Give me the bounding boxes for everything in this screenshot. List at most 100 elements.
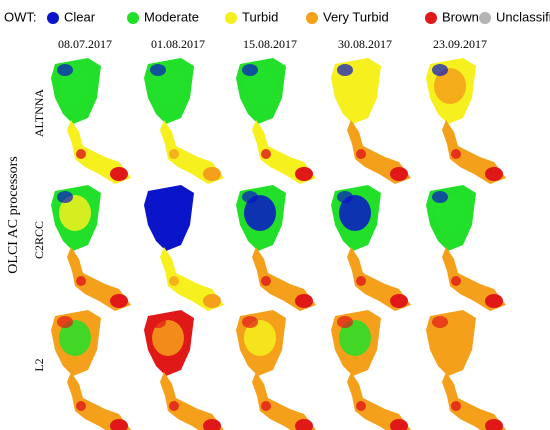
lake-map	[51, 58, 131, 184]
lake-patch	[110, 419, 128, 430]
date-label: 15.08.2017	[243, 37, 297, 51]
lake-patch	[356, 401, 366, 411]
lake-patch	[203, 419, 221, 430]
lake-patch	[339, 195, 371, 231]
date-label: 30.08.2017	[338, 37, 392, 51]
row-label: ALTNNA	[32, 89, 46, 138]
legend-label: Brown	[442, 9, 479, 24]
lake-map	[51, 185, 131, 311]
lake-patch	[295, 167, 313, 181]
lake-map	[236, 58, 316, 184]
lake-tail	[442, 372, 506, 430]
row-label: L2	[32, 358, 46, 371]
lake-patch	[390, 294, 408, 308]
lake-map	[144, 58, 224, 184]
date-label: 08.07.2017	[58, 37, 112, 51]
lake-tail	[252, 372, 316, 430]
legend-swatch	[225, 12, 237, 24]
lake-patch	[150, 191, 166, 203]
lake-patch	[59, 68, 91, 104]
lake-patch	[434, 195, 466, 231]
lake-patch	[337, 316, 353, 328]
legend-swatch	[47, 12, 59, 24]
lake-patch	[339, 68, 371, 104]
lake-tail	[67, 372, 131, 430]
lake-patch	[261, 149, 271, 159]
lake-patch	[57, 316, 73, 328]
lake-map	[236, 185, 316, 311]
lake-patch	[57, 64, 73, 76]
lake-patch	[242, 316, 258, 328]
lake-map	[426, 185, 506, 311]
legend-swatch	[479, 12, 491, 24]
lake-patch	[261, 276, 271, 286]
lake-patch	[59, 195, 91, 231]
lake-patch	[485, 419, 503, 430]
lake-patch	[59, 320, 91, 356]
lake-patch	[169, 401, 179, 411]
legend-label: Very Turbid	[323, 9, 389, 24]
lake-map	[426, 58, 506, 184]
lake-patch	[356, 149, 366, 159]
lake-map	[426, 310, 506, 430]
lake-patch	[203, 167, 221, 181]
lake-patch	[451, 401, 461, 411]
legend-label: Clear	[64, 9, 96, 24]
lake-patch	[337, 191, 353, 203]
date-label: 01.08.2017	[151, 37, 205, 51]
lake-patch	[152, 68, 184, 104]
lake-patch	[356, 276, 366, 286]
lake-patch	[76, 276, 86, 286]
lake-patch	[110, 294, 128, 308]
lake-patch	[152, 320, 184, 356]
lake-map	[144, 310, 224, 430]
lake-patch	[150, 316, 166, 328]
lake-patch	[434, 320, 466, 356]
lake-patch	[203, 294, 221, 308]
lake-patch	[242, 64, 258, 76]
lake-patch	[261, 401, 271, 411]
lake-patch	[110, 167, 128, 181]
legend-swatch	[127, 12, 139, 24]
legend-title: OWT:	[4, 9, 37, 24]
lake-map	[331, 185, 411, 311]
lake-patch	[242, 191, 258, 203]
lake-patch	[295, 419, 313, 430]
lake-patch	[434, 68, 466, 104]
lake-patch	[295, 294, 313, 308]
lake-patch	[339, 320, 371, 356]
lake-patch	[432, 191, 448, 203]
y-label: OLCI AC processors	[6, 156, 21, 273]
lake-patch	[57, 191, 73, 203]
legend-label: Unclassified	[496, 9, 550, 24]
lake-patch	[76, 401, 86, 411]
lake-patch	[169, 149, 179, 159]
lake-patch	[432, 64, 448, 76]
legend-swatch	[425, 12, 437, 24]
lake-patch	[390, 419, 408, 430]
lake-map	[51, 310, 131, 430]
lake-patch	[485, 294, 503, 308]
date-label: 23.09.2017	[433, 37, 487, 51]
lake-tail	[160, 372, 224, 430]
lake-patch	[451, 276, 461, 286]
lake-patch	[76, 149, 86, 159]
lake-map	[331, 58, 411, 184]
lake-map	[236, 310, 316, 430]
lake-patch	[169, 276, 179, 286]
lake-patch	[244, 320, 276, 356]
row-label: C2RCC	[32, 221, 46, 259]
lake-patch	[451, 149, 461, 159]
legend-label: Moderate	[144, 9, 199, 24]
lake-patch	[150, 64, 166, 76]
legend-label: Turbid	[242, 9, 278, 24]
lake-map	[331, 310, 411, 430]
lake-patch	[390, 167, 408, 181]
lake-map	[144, 185, 224, 311]
lake-patch	[432, 316, 448, 328]
legend-swatch	[306, 12, 318, 24]
lake-patch	[337, 64, 353, 76]
lake-tail	[347, 372, 411, 430]
lake-patch	[485, 167, 503, 181]
